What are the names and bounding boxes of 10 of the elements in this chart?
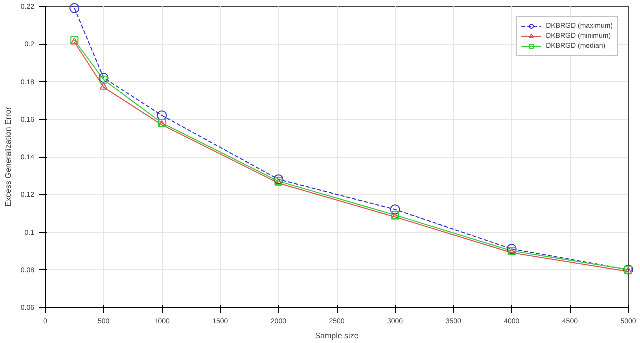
point [390,204,400,215]
point [98,72,109,83]
y-axis-title: Excess Generalization Error [4,106,13,207]
point [100,82,108,90]
x-axis-title: Sample size [315,332,360,340]
point [506,244,517,254]
point [274,174,284,185]
point [100,76,108,84]
point [70,3,80,14]
point [157,110,168,121]
